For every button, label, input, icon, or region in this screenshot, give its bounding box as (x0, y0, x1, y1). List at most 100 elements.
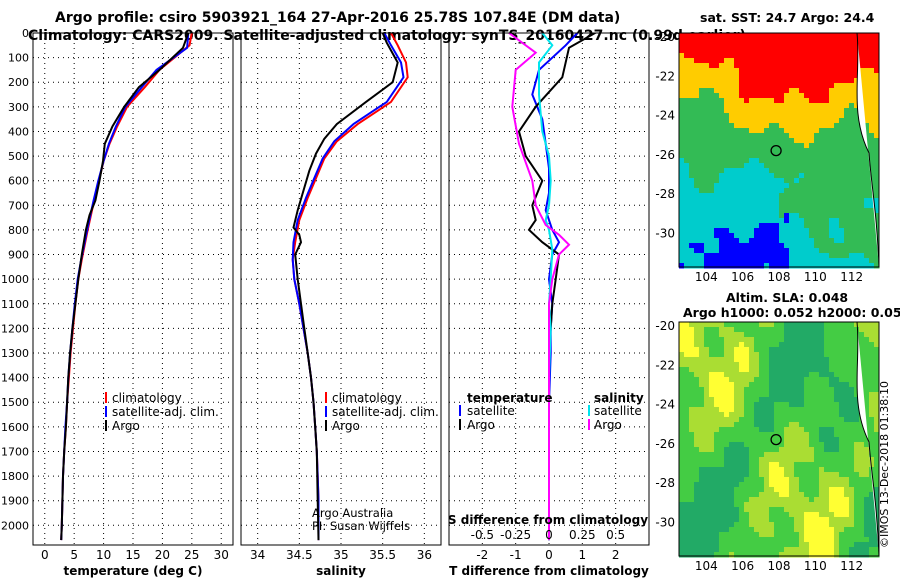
secondary-tick-label: 0.5 (606, 528, 625, 542)
series-line-salinity-argo (508, 33, 571, 541)
legend-heading-salinity: salinity (594, 391, 644, 405)
x-axis-label: T difference from climatology (449, 564, 649, 578)
y-tick-label: 700 (8, 199, 29, 212)
argo-position-marker (770, 144, 782, 157)
map-frame (678, 321, 880, 557)
map-cells (679, 33, 880, 269)
y-tick-label: 1200 (1, 322, 29, 335)
y-tick-label: 400 (8, 125, 29, 138)
y-tick-label: 900 (8, 249, 29, 262)
legend-entry: Argo (594, 418, 622, 432)
y-tick-label: 1100 (1, 298, 29, 311)
map-x-tick-label: 104 (695, 559, 718, 573)
legend-heading-temperature: temperature (467, 391, 552, 405)
map2-title: Altim. SLA: 0.048 (726, 290, 849, 305)
series-line-climatology (291, 33, 409, 541)
map-x-tick-label: 112 (840, 559, 863, 573)
sla-map: 104 106 108 110 112 -20 -22 -24 -26 -28 -30 (655, 319, 880, 573)
credit-annotation: PI: Susan Wijffels (312, 519, 410, 533)
series-line-salinity-satellite (538, 33, 554, 541)
map-y-tick-label: -30 (655, 227, 675, 241)
y-tick-label: 0 (22, 27, 29, 40)
x-tick-label: 10 (96, 548, 111, 562)
legend-entry: satellite-adj. clim. (332, 405, 439, 419)
y-tick-label: 1800 (1, 470, 29, 483)
y-tick-label: 1900 (1, 495, 29, 508)
legend-entry: Argo (467, 418, 495, 432)
series-line-satellite (531, 33, 579, 541)
map-y-tick-label: -20 (655, 30, 675, 44)
map-x-tick-label: 108 (768, 270, 791, 284)
map-y-tick-label: -22 (655, 358, 675, 372)
figure-title-line1: Argo profile: csiro 5903921_164 27-Apr-2… (55, 10, 621, 26)
map1-title: sat. SST: 24.7 Argo: 24.4 (700, 10, 875, 25)
map-y-tick-label: -24 (655, 398, 675, 412)
x-tick-label: 1 (579, 548, 587, 562)
salinity-profile-plot: 34 34.5 35 35.5 36 salinity climatologysatelli… (240, 32, 442, 578)
temperature-profile-plot: 0 5 10 15 20 25 30 temperature (deg C) 0 100 200 30… (1, 27, 234, 578)
x-axis-label: salinity (316, 564, 366, 578)
x-tick-label: 0 (545, 548, 553, 562)
y-tick-label: 1400 (1, 372, 29, 385)
y-tick-label: 500 (8, 150, 29, 163)
x-tick-label: 5 (70, 548, 78, 562)
map-y-tick-label: -28 (655, 476, 675, 490)
coastline (856, 321, 880, 557)
series-line-satellite-adj-clim- (60, 33, 190, 541)
x-axis-label: temperature (deg C) (64, 564, 203, 578)
map-x-tick-label: 106 (731, 559, 754, 573)
x-tick-label: -2 (476, 548, 488, 562)
map-x-tick-label: 110 (804, 559, 827, 573)
series-line-climatology (60, 33, 193, 541)
map-x-tick-label: 104 (695, 270, 718, 284)
map2-subtitle: Argo h1000: 0.052 h2000: 0.051 (683, 305, 900, 320)
sst-map: 104 106 108 110 112 -20 -22 -24 -26 -28 -30 (655, 30, 880, 284)
map-y-tick-label: -28 (655, 187, 675, 201)
map-y-tick-label: -20 (655, 319, 675, 333)
x-tick-label: 34 (250, 548, 265, 562)
argo-position-marker (770, 433, 782, 446)
coastline (856, 32, 880, 268)
map-y-tick-label: -24 (655, 109, 675, 123)
watermark: ©IMOS 13-Dec-2018 01:38:10 (878, 381, 891, 548)
map-y-tick-label: -26 (655, 148, 675, 162)
map-x-tick-label: 110 (804, 270, 827, 284)
plot-frame (448, 32, 650, 546)
y-tick-label: 600 (8, 175, 29, 188)
y-tick-label: 800 (8, 224, 29, 237)
series-line-argo (517, 33, 598, 541)
legend-entry: climatology (332, 391, 402, 405)
series-line-satellite-adj-clim- (291, 33, 405, 541)
map-y-tick-label: -26 (655, 437, 675, 451)
x-tick-label: 0 (41, 548, 49, 562)
y-tick-label: 200 (8, 76, 29, 89)
map-frame (678, 32, 880, 268)
x-tick-label: 35.5 (369, 548, 396, 562)
legend-entry: satellite-adj. clim. (112, 405, 219, 419)
legend-entry: satellite (467, 404, 515, 418)
x-tick-label: 30 (214, 548, 229, 562)
y-tick-label: 1700 (1, 445, 29, 458)
secondary-tick-label: -0.5 (471, 528, 494, 542)
credit-annotation: Argo Australia (312, 506, 393, 520)
y-tick-label: 100 (8, 52, 29, 65)
plot-frame (32, 32, 234, 546)
secondary-tick-label: 0.25 (569, 528, 596, 542)
map-y-tick-label: -22 (655, 69, 675, 83)
y-tick-label: 300 (8, 101, 29, 114)
x-tick-label: 25 (184, 548, 199, 562)
y-tick-label: 2000 (1, 519, 29, 532)
secondary-tick-label: 0 (545, 528, 553, 542)
legend-entry: climatology (112, 391, 182, 405)
series-line-argo (292, 33, 399, 541)
y-tick-label: 1000 (1, 273, 29, 286)
map-x-tick-label: 108 (768, 559, 791, 573)
x-tick-label: 35 (333, 548, 348, 562)
y-tick-label: 1500 (1, 396, 29, 409)
x-tick-label: 15 (125, 548, 140, 562)
secondary-axis-label: S difference from climatology (448, 513, 648, 527)
plot-frame (240, 32, 442, 546)
legend-entry: Argo (332, 419, 360, 433)
x-tick-label: 34.5 (286, 548, 313, 562)
